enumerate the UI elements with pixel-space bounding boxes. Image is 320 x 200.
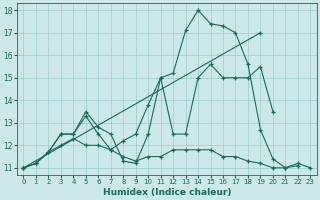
X-axis label: Humidex (Indice chaleur): Humidex (Indice chaleur) bbox=[103, 188, 231, 197]
